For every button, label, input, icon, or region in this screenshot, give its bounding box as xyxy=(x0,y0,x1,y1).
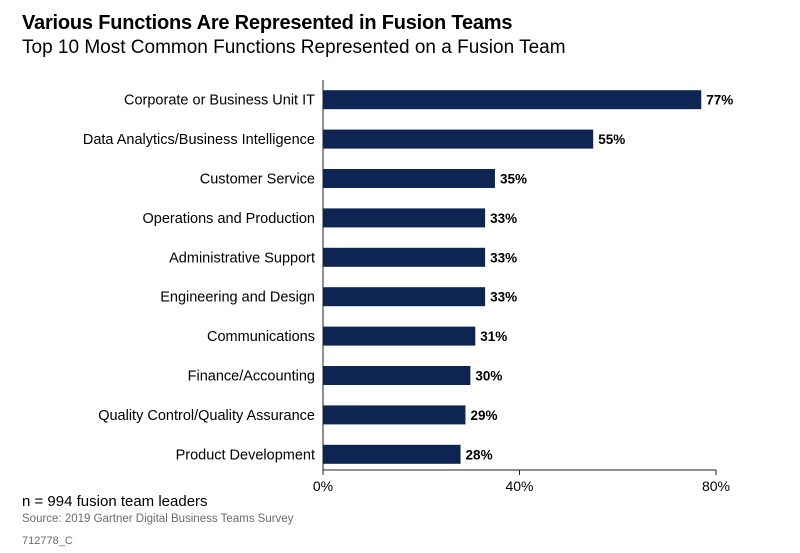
value-label: 77% xyxy=(706,93,733,108)
category-label: Product Development xyxy=(176,447,315,463)
x-tick-label: 80% xyxy=(702,478,730,494)
value-label: 30% xyxy=(475,369,502,384)
value-label: 33% xyxy=(490,211,517,226)
value-label: 55% xyxy=(598,132,625,147)
value-label: 33% xyxy=(490,250,517,265)
category-label: Quality Control/Quality Assurance xyxy=(98,408,315,424)
chart-title: Various Functions Are Represented in Fus… xyxy=(22,12,513,34)
bar xyxy=(323,405,466,425)
x-tick-label: 0% xyxy=(313,478,333,494)
figure-code: 712778_C xyxy=(22,535,73,547)
bar xyxy=(323,287,486,307)
bar xyxy=(323,129,594,149)
category-label: Communications xyxy=(207,329,315,345)
bar xyxy=(323,326,476,346)
sample-size-note: n = 994 fusion team leaders xyxy=(22,493,208,510)
category-label: Finance/Accounting xyxy=(188,369,315,385)
bar xyxy=(323,169,495,188)
chart-subtitle: Top 10 Most Common Functions Represented… xyxy=(22,37,566,58)
x-tick-label: 40% xyxy=(505,478,533,494)
bar xyxy=(323,90,702,110)
value-label: 35% xyxy=(500,172,527,187)
value-label: 29% xyxy=(470,408,497,423)
bar xyxy=(323,444,461,464)
source-note: Source: 2019 Gartner Digital Business Te… xyxy=(22,513,294,525)
category-label: Operations and Production xyxy=(143,211,316,227)
category-label: Administrative Support xyxy=(169,250,315,266)
bar xyxy=(323,247,486,267)
category-label: Engineering and Design xyxy=(160,290,315,306)
value-label: 33% xyxy=(490,290,517,305)
value-label: 31% xyxy=(480,329,507,344)
category-label: Corporate or Business Unit IT xyxy=(124,93,315,109)
value-label: 28% xyxy=(466,447,493,462)
category-label: Customer Service xyxy=(200,172,315,188)
bar xyxy=(323,366,471,385)
bar xyxy=(323,208,486,228)
category-label: Data Analytics/Business Intelligence xyxy=(83,132,315,148)
